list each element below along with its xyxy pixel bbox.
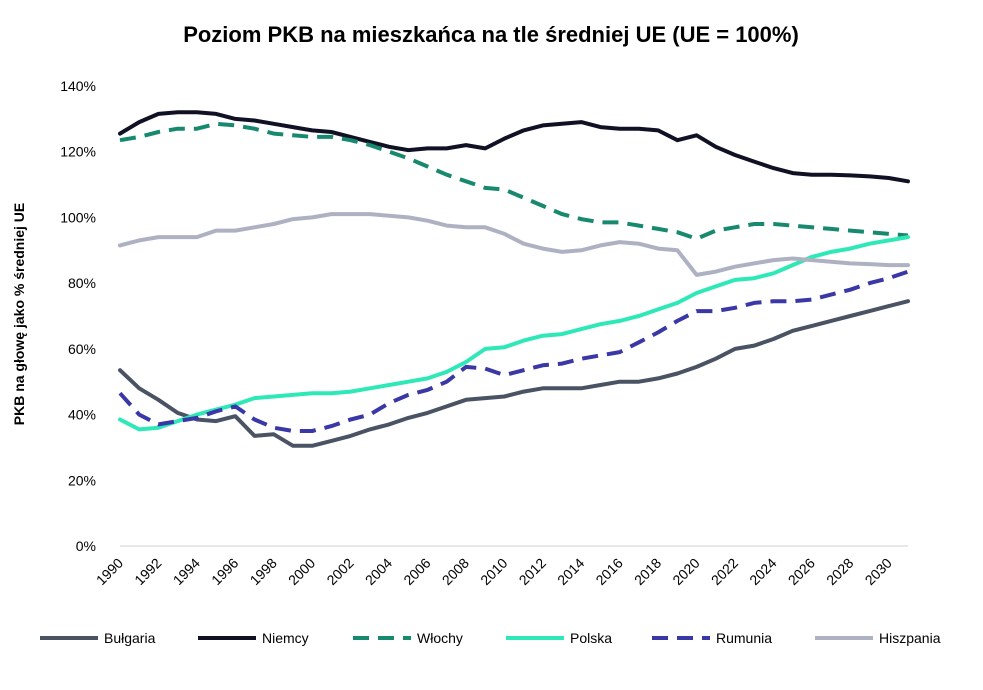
x-tick-label: 2014 <box>554 555 587 588</box>
y-tick-label: 20% <box>68 472 96 488</box>
legend-label: Rumunia <box>716 630 772 646</box>
x-tick-label: 2018 <box>631 555 664 588</box>
legend-label: Hiszpania <box>879 630 941 646</box>
x-tick-label: 2026 <box>785 555 818 588</box>
x-tick-label: 2030 <box>862 555 895 588</box>
series-lines <box>118 110 910 448</box>
x-tick-label: 2006 <box>400 555 433 588</box>
x-tick-label: 2002 <box>323 555 356 588</box>
x-tick-label: 1992 <box>131 555 164 588</box>
legend: Bułgaria Niemcy Włochy Polska Rumunia Hiszpan… <box>40 630 941 646</box>
y-tick-label: 100% <box>60 209 96 225</box>
series-line-niemcy <box>118 110 910 184</box>
x-tick-label: 1996 <box>208 555 241 588</box>
x-tick-label: 1998 <box>247 555 280 588</box>
y-axis-label: PKB na głowę jako % średniej UE <box>11 203 27 426</box>
series-line-bułgaria <box>118 299 910 448</box>
x-tick-label: 2000 <box>285 555 318 588</box>
x-tick-label: 2020 <box>669 555 702 588</box>
x-axis-ticks: 1990 1992 1994 1996 1998 2000 2002 2004 2006 2008… <box>93 555 895 588</box>
legend-label: Bułgaria <box>104 630 156 646</box>
x-tick-label: 2004 <box>362 555 395 588</box>
legend-label: Włochy <box>417 630 463 646</box>
x-tick-label: 2010 <box>477 555 510 588</box>
x-tick-label: 2024 <box>746 555 779 588</box>
y-tick-label: 140% <box>60 78 96 94</box>
legend-label: Polska <box>570 630 612 646</box>
series-line-hiszpania <box>118 212 910 277</box>
x-tick-label: 2022 <box>708 555 741 588</box>
y-axis-ticks: 0% 20% 40% 60% 80% 100% 120% 140% <box>60 78 96 554</box>
series-line-rumunia <box>118 269 909 433</box>
x-tick-label: 2008 <box>439 555 472 588</box>
x-tick-label: 2028 <box>823 555 856 588</box>
y-tick-label: 80% <box>68 275 96 291</box>
x-tick-label: 2012 <box>516 555 549 588</box>
legend-label: Niemcy <box>262 630 309 646</box>
chart-title: Poziom PKB na mieszkańca na tle średniej… <box>183 22 799 47</box>
x-tick-label: 2016 <box>592 555 625 588</box>
x-tick-label: 1994 <box>170 555 203 588</box>
series-line-włochy <box>119 121 909 241</box>
y-tick-label: 0% <box>76 538 96 554</box>
series-line-polska <box>118 235 910 432</box>
x-tick-label: 1990 <box>93 555 126 588</box>
y-tick-label: 60% <box>68 341 96 357</box>
y-tick-label: 40% <box>68 407 96 423</box>
y-tick-label: 120% <box>60 144 96 160</box>
